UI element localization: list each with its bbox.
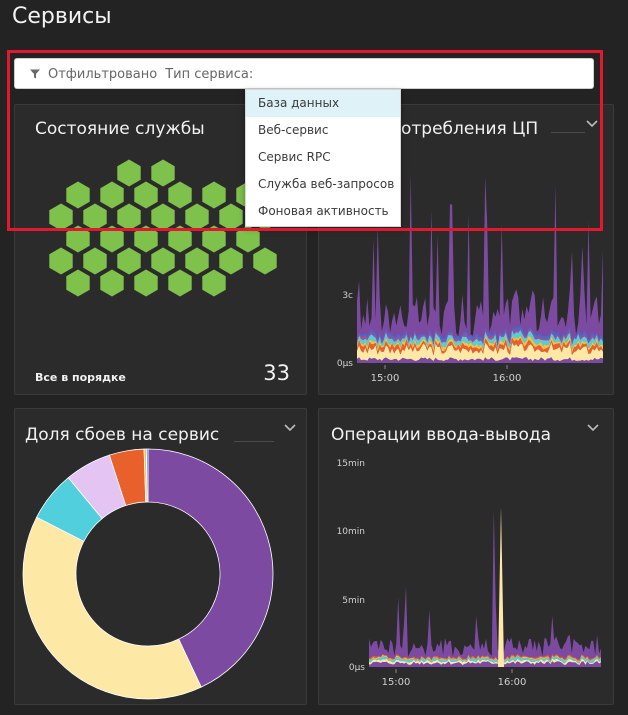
service-hexagon[interactable]: [134, 225, 158, 253]
service-hexagon[interactable]: [185, 247, 209, 275]
cpu-time-chart: 0μs 3c 15:00 16:00: [337, 174, 603, 384]
service-hexagon[interactable]: [83, 247, 107, 275]
series-area[interactable]: [369, 658, 601, 665]
service-hexagon[interactable]: [66, 225, 90, 253]
service-hexagon[interactable]: [168, 269, 192, 297]
series-area[interactable]: [357, 335, 603, 353]
series-area[interactable]: [357, 342, 603, 361]
donut-slice[interactable]: [147, 448, 274, 688]
option-database[interactable]: База данных: [246, 90, 400, 117]
service-hexagon[interactable]: [134, 181, 158, 209]
service-hexagon[interactable]: [66, 181, 90, 209]
service-hexagon[interactable]: [168, 181, 192, 209]
service-hexagon[interactable]: [168, 225, 192, 253]
service-hexagon[interactable]: [49, 247, 73, 275]
io-operations-chart: 0μs 5min 10min 15min 15:00 16:00: [337, 459, 601, 688]
y-tick-label: 3c: [342, 291, 353, 301]
x-tick-label: 16:00: [493, 373, 522, 384]
service-hexagon[interactable]: [134, 269, 158, 297]
service-hexagon[interactable]: [253, 247, 277, 275]
x-tick-label: 16:00: [498, 677, 527, 688]
service-hexagon[interactable]: [236, 225, 260, 253]
y-tick-label: 0μs: [349, 663, 365, 673]
service-hexagon[interactable]: [202, 269, 226, 297]
page-title: Сервисы: [12, 4, 112, 29]
chevron-down-icon[interactable]: [586, 423, 600, 433]
series-area[interactable]: [369, 654, 601, 661]
option-background-activity[interactable]: Фоновая активность: [258, 204, 389, 218]
series-area[interactable]: [357, 337, 603, 356]
title-rule: [551, 132, 585, 133]
service-hexagon[interactable]: [185, 203, 209, 231]
service-hexagon[interactable]: [151, 247, 175, 275]
chevron-down-icon[interactable]: [585, 119, 599, 129]
filter-field: Тип сервиса:: [165, 67, 254, 82]
health-status-label: Все в порядке: [35, 371, 126, 384]
service-filter-input[interactable]: Отфильтровано Тип сервиса:: [14, 58, 594, 89]
series-area[interactable]: [369, 655, 601, 664]
option-web-request-service[interactable]: Служба веб-запросов: [258, 177, 395, 191]
option-rpc-service[interactable]: Сервис RPC: [258, 150, 331, 164]
title-rule: [234, 441, 274, 442]
service-hexagon[interactable]: [100, 269, 124, 297]
health-service-count: 33: [263, 361, 290, 385]
io-operations-title: Операции ввода-вывода: [331, 425, 552, 445]
cpu-time-panel: отребления ЦП 0μs 3c 15:00 16:00: [318, 104, 614, 395]
service-hexagon[interactable]: [202, 225, 226, 253]
y-tick-label: 5min: [342, 596, 365, 606]
io-peak-spike[interactable]: [498, 506, 504, 668]
failure-rate-donut: [22, 448, 274, 700]
series-area[interactable]: [357, 329, 603, 350]
io-operations-panel: Операции ввода-вывода 0μs 5min 10min 15min 1…: [318, 408, 614, 705]
cpu-time-title: отребления ЦП: [401, 119, 539, 139]
x-tick-label: 15:00: [371, 373, 400, 384]
service-hexagon[interactable]: [66, 269, 90, 297]
service-hexagon[interactable]: [151, 203, 175, 231]
service-hexagon[interactable]: [117, 247, 141, 275]
donut-slice[interactable]: [22, 516, 202, 700]
service-hexagon[interactable]: [117, 203, 141, 231]
option-web-service[interactable]: Веб-сервис: [258, 123, 329, 137]
service-hexagon[interactable]: [49, 203, 73, 231]
chevron-down-icon[interactable]: [283, 423, 297, 433]
series-area[interactable]: [369, 654, 601, 663]
failure-rate-title: Доля сбоев на сервис: [25, 425, 220, 445]
health-hex-grid: [49, 159, 277, 297]
filter-prefix: Отфильтровано: [48, 67, 158, 82]
failure-rate-panel: Доля сбоев на сервис: [14, 408, 307, 705]
service-type-dropdown: База данных Веб-сервис Сервис RPC Служба…: [245, 89, 401, 227]
service-health-title: Состояние службы: [35, 119, 205, 139]
service-hexagon[interactable]: [100, 181, 124, 209]
series-area[interactable]: [369, 509, 601, 667]
donut-slice[interactable]: [146, 448, 149, 503]
service-hexagon[interactable]: [202, 181, 226, 209]
x-tick-label: 15:00: [382, 677, 411, 688]
service-hexagon[interactable]: [83, 203, 107, 231]
y-tick-label: 15min: [337, 459, 365, 469]
service-hexagon[interactable]: [100, 225, 124, 253]
y-tick-label: 0μs: [337, 359, 353, 369]
service-hexagon[interactable]: [151, 159, 175, 187]
filter-icon: [30, 69, 40, 79]
service-hexagon[interactable]: [117, 159, 141, 187]
service-hexagon[interactable]: [219, 247, 243, 275]
service-hexagon[interactable]: [219, 203, 243, 231]
series-area[interactable]: [357, 174, 603, 363]
y-tick-label: 10min: [337, 527, 365, 537]
